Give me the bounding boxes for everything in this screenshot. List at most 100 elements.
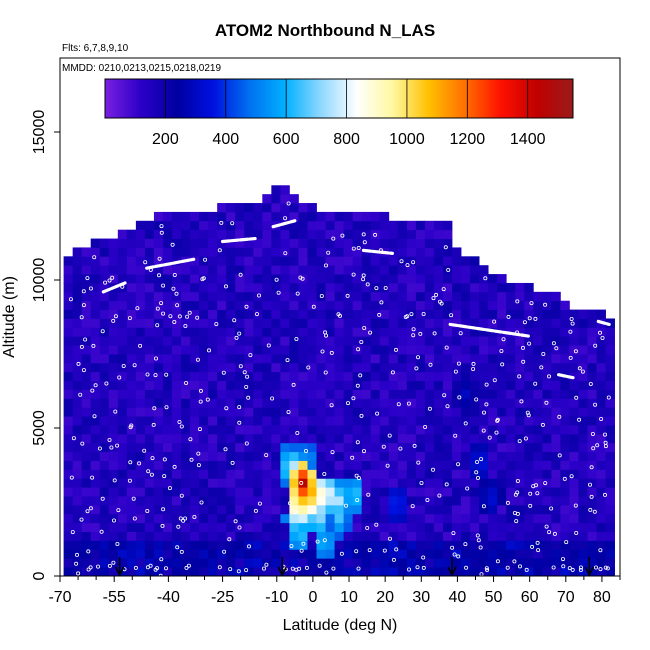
sample-point [421, 311, 426, 316]
heatmap-cell [63, 354, 74, 364]
heatmap-cell [397, 274, 408, 284]
heatmap-cell [452, 407, 462, 417]
heatmap-cell [81, 362, 92, 373]
heatmap-cell [424, 282, 435, 293]
sample-point [329, 350, 334, 355]
heatmap-cell [190, 460, 200, 470]
heatmap-cell [72, 549, 83, 559]
heatmap-cell [596, 380, 606, 390]
heatmap-cell [415, 504, 426, 515]
heatmap-cell [162, 460, 173, 470]
heatmap-cell [99, 540, 110, 550]
heatmap-cell [379, 345, 390, 355]
sample-point [151, 422, 156, 427]
heatmap-cell [99, 291, 110, 302]
heatmap-cell [388, 265, 399, 275]
heatmap-cell [199, 460, 209, 470]
sample-point [415, 565, 420, 570]
heatmap-cell [415, 407, 426, 417]
sample-point [223, 447, 228, 452]
heatmap-cell [190, 540, 200, 550]
heatmap-cell [126, 442, 137, 453]
heatmap-cell [361, 496, 372, 506]
heatmap-cell [162, 504, 173, 515]
sample-point [528, 491, 533, 496]
heatmap-cell [253, 318, 263, 328]
heatmap-cell [424, 389, 435, 399]
heatmap-cell [289, 300, 299, 310]
heatmap-cell [442, 460, 453, 470]
sample-point [444, 482, 449, 487]
heatmap-cell [551, 354, 561, 364]
heatmap-cell [325, 416, 335, 426]
heatmap-cell [334, 522, 345, 532]
heatmap-cell [244, 433, 254, 444]
heatmap-cell [424, 522, 435, 532]
heatmap-cell [433, 247, 444, 257]
heatmap-cell [406, 327, 417, 337]
flight-track-segment [361, 248, 394, 255]
flight-track-segment [271, 219, 297, 229]
heatmap-cell [397, 469, 408, 479]
heatmap-cell [190, 469, 200, 479]
heatmap-cell [596, 549, 606, 559]
heatmap-cell [406, 442, 417, 453]
heatmap-cell [144, 540, 155, 550]
heatmap-cell [271, 460, 281, 470]
heatmap-cell [271, 274, 281, 284]
heatmap-cell [379, 513, 390, 524]
heatmap-cell [452, 451, 462, 461]
sample-point [554, 346, 559, 351]
heatmap-cell [578, 389, 588, 399]
heatmap-cell [461, 327, 471, 337]
sample-point [578, 568, 583, 573]
sample-point [214, 322, 219, 327]
heatmap-cell [298, 504, 308, 515]
sample-point [359, 339, 364, 344]
heatmap-cell [388, 567, 399, 576]
heatmap-cell [63, 425, 74, 435]
heatmap-cell [316, 327, 326, 337]
heatmap-cell [99, 318, 110, 328]
heatmap-cell [90, 327, 101, 337]
sample-point [253, 508, 258, 513]
heatmap-cell [217, 203, 227, 213]
heatmap-cell [81, 300, 92, 310]
heatmap-cell [217, 229, 227, 239]
heatmap-cell [488, 469, 498, 479]
heatmap-cell [542, 380, 552, 390]
heatmap-cell [81, 247, 92, 257]
heatmap-cell [181, 433, 191, 444]
heatmap-cell [90, 318, 101, 328]
heatmap-cell [144, 354, 155, 364]
heatmap-cell [488, 389, 498, 399]
heatmap-cell [325, 282, 335, 293]
heatmap-cell [108, 487, 119, 497]
sample-point [289, 544, 294, 549]
heatmap-cell [334, 567, 345, 576]
heatmap-cell [578, 531, 588, 541]
heatmap-cell [244, 460, 254, 470]
heatmap-cell [262, 220, 272, 231]
heatmap-cell [343, 389, 354, 399]
heatmap-cell [235, 274, 245, 284]
heatmap-cell [452, 549, 462, 559]
sample-point [75, 552, 80, 557]
heatmap-cell [126, 389, 137, 399]
heatmap-cell [289, 220, 299, 231]
heatmap-cell [406, 433, 417, 444]
heatmap-cell [199, 229, 209, 239]
heatmap-cell [605, 398, 615, 408]
sample-point [283, 216, 288, 221]
heatmap-cell [515, 549, 525, 559]
heatmap-cell [217, 549, 227, 559]
sample-point [551, 341, 556, 346]
heatmap-cell [506, 522, 516, 532]
heatmap-cell [181, 274, 191, 284]
heatmap-cell [397, 336, 408, 346]
heatmap-cell [253, 433, 263, 444]
heatmap-cell [190, 256, 200, 266]
heatmap-cell [533, 345, 543, 355]
heatmap-cell [208, 398, 218, 408]
heatmap-cell [135, 549, 146, 559]
